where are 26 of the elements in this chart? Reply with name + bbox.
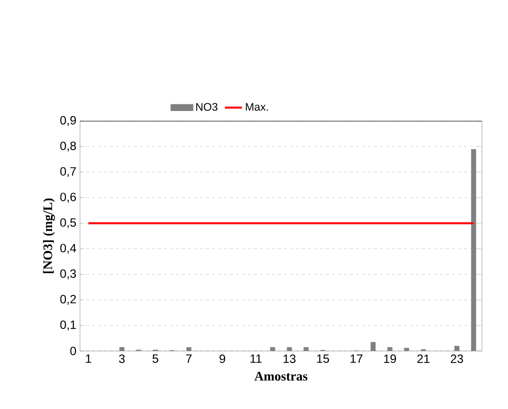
x-tick-label: 19 [384, 354, 396, 364]
y-tick-label: 0,9 [60, 116, 76, 126]
y-axis-title: [NO3] (mg/L) [43, 198, 55, 274]
y-tick-label: 0,2 [60, 294, 76, 305]
x-tick-label: 15 [317, 354, 330, 363]
x-tick-label: 17 [350, 354, 362, 363]
x-tick-label: 7 [186, 354, 192, 363]
y-tick-label: 0,3 [60, 269, 76, 280]
x-tick-label: 5 [152, 354, 158, 363]
y-tick-label: 0,5 [60, 218, 76, 228]
legend-label: NO3 [196, 103, 218, 111]
x-tick-label: 9 [220, 354, 226, 364]
x-tick-label: 11 [250, 354, 262, 363]
y-tick-label: 0,8 [60, 142, 76, 152]
x-tick-label: 13 [284, 354, 296, 364]
y-tick-label: 0 [70, 346, 76, 356]
y-tick-label: 0,7 [60, 167, 76, 178]
x-tick-label: 21 [417, 354, 430, 363]
x-tick-label: 23 [450, 354, 464, 364]
y-tick-label: 0,4 [60, 244, 76, 254]
x-axis-title: Amostras [254, 372, 308, 381]
y-tick-label: 0,1 [60, 320, 76, 330]
legend-label: Max. [246, 103, 268, 111]
x-tick-label: 3 [119, 354, 125, 364]
x-tick-label: 1 [86, 354, 92, 363]
y-tick-label: 0,6 [60, 192, 76, 203]
